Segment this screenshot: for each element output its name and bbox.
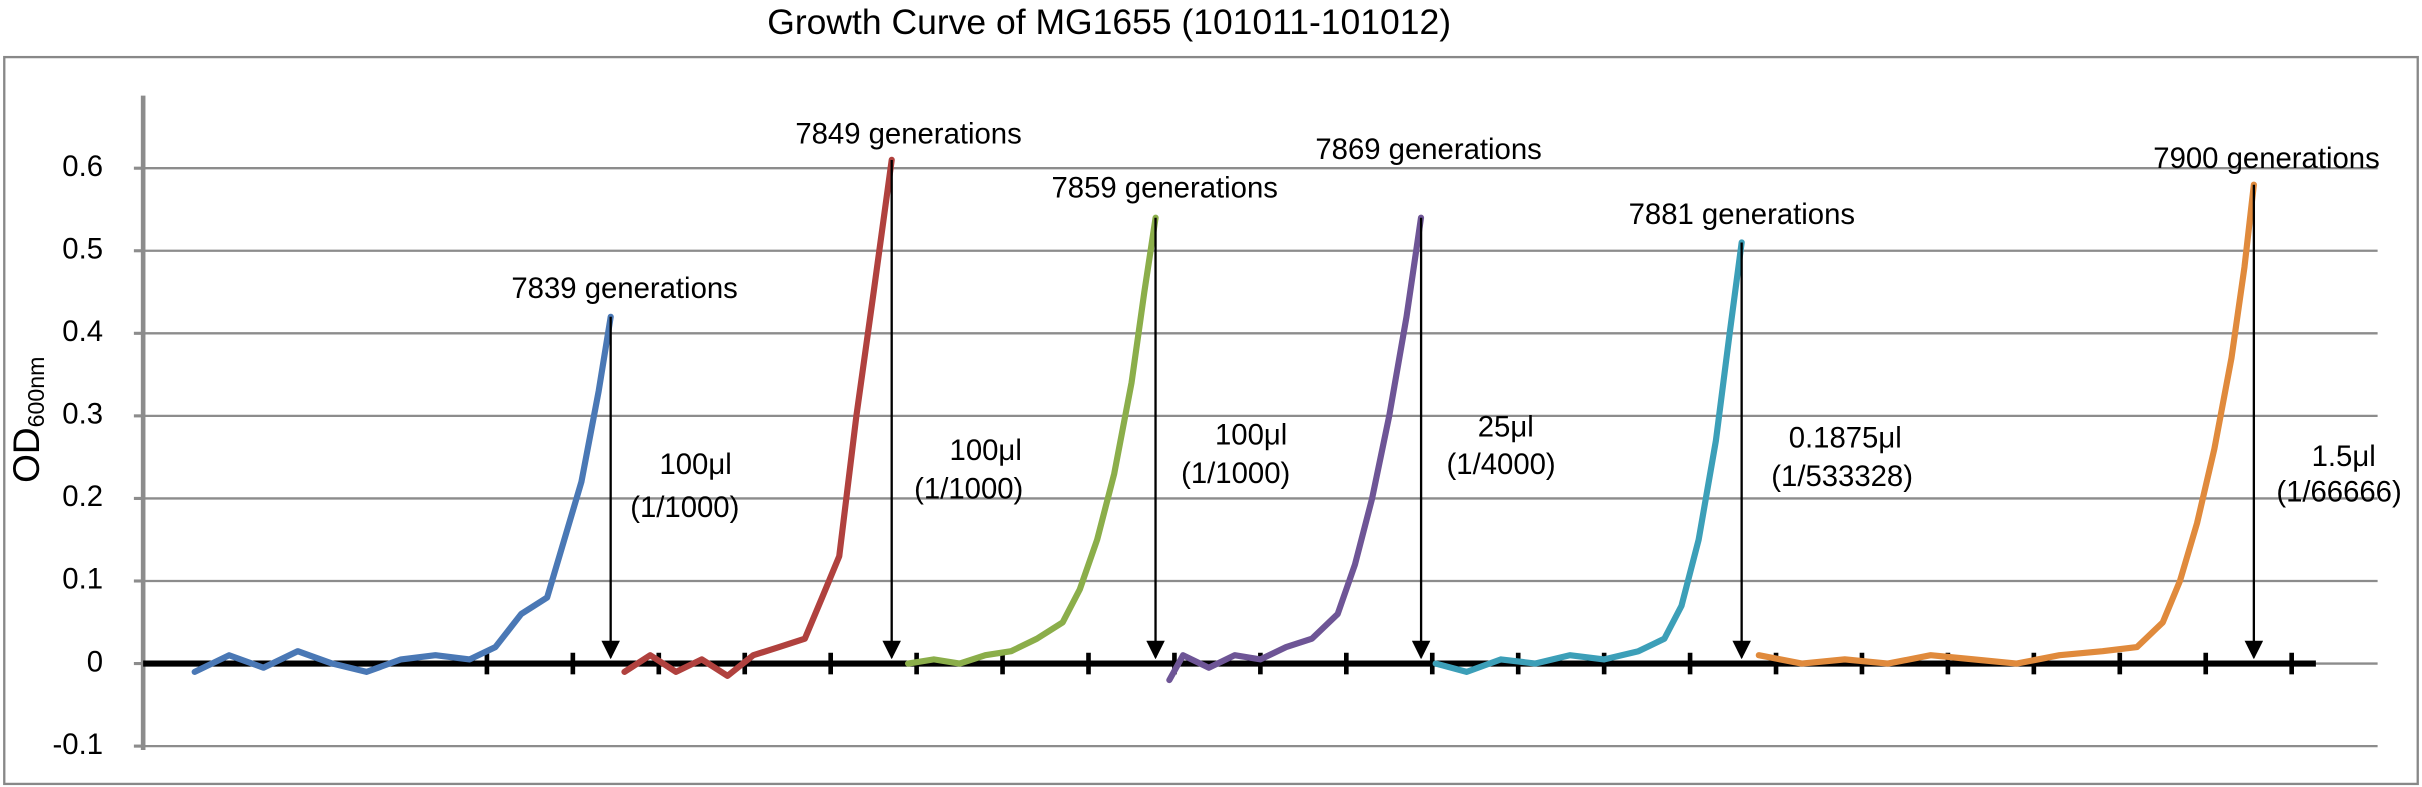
generation-label: 7859 generations [1051, 172, 1277, 205]
y-tick-label: 0.4 [62, 315, 103, 348]
dilution-label: (1/66666) [2276, 476, 2401, 509]
dilution-label: (1/1000) [630, 491, 739, 524]
dilution-label: 100μl [950, 434, 1022, 467]
series-line [191, 313, 614, 675]
y-tick-label: 0.2 [62, 480, 103, 513]
generation-label: 7849 generations [795, 118, 1021, 151]
y-tick-label: -0.1 [53, 728, 103, 761]
dilution-label: 25μl [1478, 411, 1534, 444]
y-axis-label-main: OD [5, 427, 47, 483]
dilution-label: 0.1875μl [1789, 422, 1902, 455]
plot-frame [3, 55, 2419, 786]
series-line [1432, 239, 1745, 675]
series-line [904, 214, 1159, 667]
dilution-label: (1/1000) [914, 472, 1023, 505]
dilution-label: 100μl [1215, 418, 1287, 451]
dilution-label: 100μl [659, 448, 731, 481]
y-tick-label: 0.3 [62, 398, 103, 431]
series-line [1755, 181, 2257, 667]
y-axis-label-sub: 600nm [23, 357, 49, 428]
generation-label: 7900 generations [2153, 142, 2379, 175]
y-axis-label: OD600nm [5, 357, 50, 483]
dilution-label: (1/4000) [1447, 448, 1556, 481]
series-line [621, 156, 895, 679]
dilution-label: (1/533328) [1771, 460, 1913, 493]
y-tick-label: 0 [87, 645, 103, 678]
series-line [1166, 214, 1425, 684]
y-tick-label: 0.5 [62, 233, 103, 266]
generation-label: 7881 generations [1629, 198, 1855, 231]
generation-label: 7839 generations [511, 272, 737, 305]
y-tick-label: 0.6 [62, 150, 103, 183]
generation-label: 7869 generations [1315, 133, 1541, 166]
y-tick-label: 0.1 [62, 563, 103, 596]
dilution-label: (1/1000) [1181, 457, 1290, 490]
dilution-label: 1.5μl [2312, 440, 2376, 473]
chart-title: Growth Curve of MG1655 (101011-101012) [767, 2, 1451, 42]
